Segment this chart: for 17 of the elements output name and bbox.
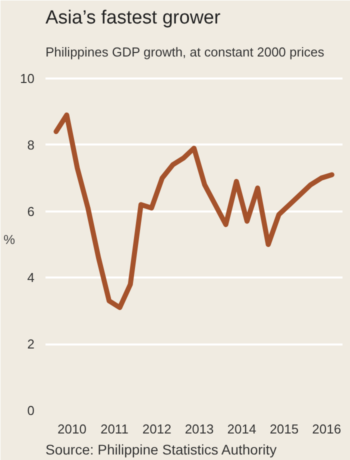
x-tick-label: 2013 (184, 422, 214, 436)
y-tick-label: 6 (27, 204, 35, 219)
x-tick-label: 2015 (270, 422, 299, 436)
x-tick-label: 2010 (58, 422, 86, 436)
x-tick-label: 2012 (142, 422, 172, 436)
y-tick-label: 0 (27, 403, 35, 418)
x-tick-label: 2016 (312, 422, 342, 436)
x-tick-label: 2011 (100, 422, 128, 436)
y-tick-label: 4 (27, 270, 35, 286)
y-tick-label: 8 (27, 137, 35, 152)
chart-subtitle: Philippines GDP growth, at constant 2000 prices (46, 44, 325, 60)
chart-title: Asia’s fastest grower (46, 8, 222, 28)
x-tick-label: 2014 (227, 422, 256, 436)
y-tick-label: 2 (27, 336, 35, 352)
y-tick-label: 10 (20, 70, 35, 86)
source-note: Source: Philippine Statistics Authority (46, 442, 277, 458)
y-axis-title: % (3, 232, 16, 247)
